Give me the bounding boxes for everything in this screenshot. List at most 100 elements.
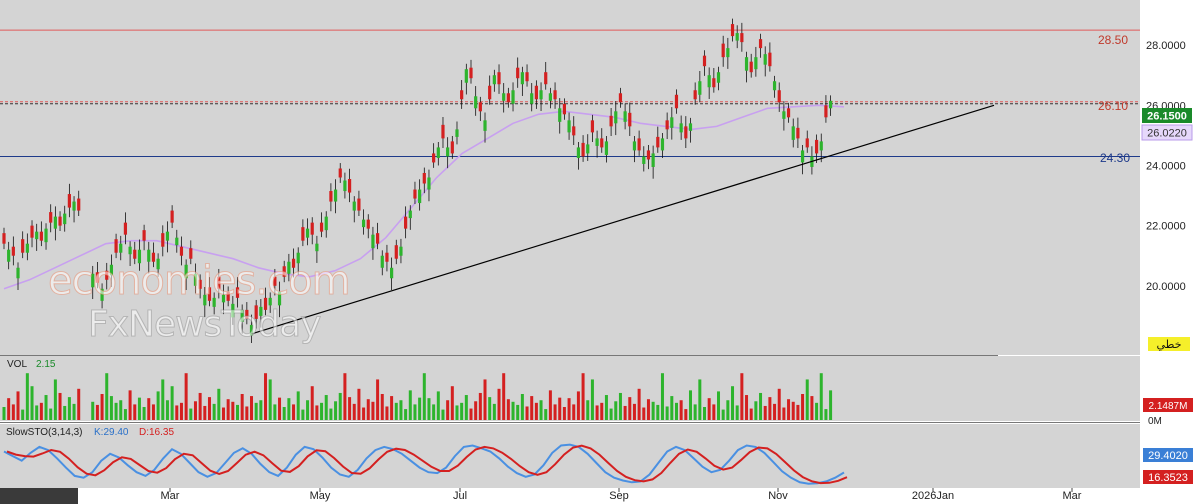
volume-bar [656,404,660,420]
candle [763,46,767,77]
volume-bar [273,404,277,420]
candle [245,302,249,325]
candle [114,233,118,259]
candle [30,220,34,248]
volume-bar [91,401,95,420]
volume-bar [558,397,562,420]
volume-bar [282,407,286,420]
candle [203,287,207,318]
volume-bar [338,392,342,420]
volume-bar [740,373,744,420]
volume-bar [151,404,155,420]
candle [553,82,557,109]
tag-box[interactable] [1148,337,1190,351]
volume-bar [184,373,188,420]
candle [702,50,707,76]
volume-bar [796,404,800,420]
candle [581,135,585,162]
candle [193,263,198,294]
candle [618,87,623,108]
stochastic-panel-bg [0,424,1140,488]
volume-bar [198,392,202,420]
volume-bar [600,402,604,420]
volume-bar [16,391,20,420]
candle [77,190,81,217]
candle [427,169,431,202]
candle [91,265,95,300]
candle [698,71,702,103]
volume-bar [801,394,805,420]
volume-bar [399,400,403,420]
volume-bar [404,409,408,420]
volume-bar [133,404,137,420]
volume-bar [427,398,431,420]
candle [179,236,184,266]
candle [189,240,193,265]
volume-bar [562,407,566,420]
candle [16,262,20,291]
volume-bar [240,394,244,420]
volume-bar [516,404,520,420]
candle [539,82,543,112]
candle [656,126,660,153]
candle [394,239,398,265]
candle [800,145,805,175]
volume-bar [119,400,123,420]
candle [819,133,823,163]
candle [385,244,389,272]
candle [478,96,482,121]
candle [432,143,436,168]
volume-bar [674,402,678,420]
candle [333,179,338,214]
volume-bar [352,403,356,420]
candle [460,80,464,109]
volume-bar [170,386,174,420]
candle [109,254,114,288]
volume-bar [390,396,394,420]
candle [777,82,781,112]
candle [399,238,403,264]
ma-value-box [1141,124,1193,141]
candle [305,218,310,246]
candle [600,128,604,153]
candle [347,168,352,203]
volume-bar [712,404,716,420]
candle [436,142,440,166]
volume-bar [203,405,207,420]
candle [282,260,286,283]
candle [240,304,244,334]
volume-bar [735,405,739,420]
volume-bar [348,397,352,420]
candle [25,233,29,261]
candle [324,211,328,238]
volume-bar [25,373,29,420]
trend-line[interactable] [251,104,995,335]
volume-bar [572,404,576,420]
volume-bar [432,404,436,420]
candle [828,95,833,116]
candle [474,86,478,116]
stochastic-title: SlowSTO(3,14,3) [6,427,83,438]
volume-bar [193,401,197,420]
candle [231,296,235,325]
volume-bar [483,379,487,420]
volume-bar [698,379,702,420]
candle [716,66,721,91]
volume-bar [525,406,529,420]
candle [291,248,296,278]
candle [58,211,62,232]
candle [366,214,370,239]
volume-bar [413,404,417,420]
volume-bar [502,373,506,420]
candle [488,75,492,105]
candle [310,217,314,245]
candle [576,142,581,170]
volume-bar [810,396,814,420]
price-tick-3: 22.0000 [1146,221,1186,233]
volume-bar [371,401,375,420]
candle [814,134,819,164]
volume-bar [768,397,772,420]
candle [441,117,445,149]
candle [63,205,67,232]
